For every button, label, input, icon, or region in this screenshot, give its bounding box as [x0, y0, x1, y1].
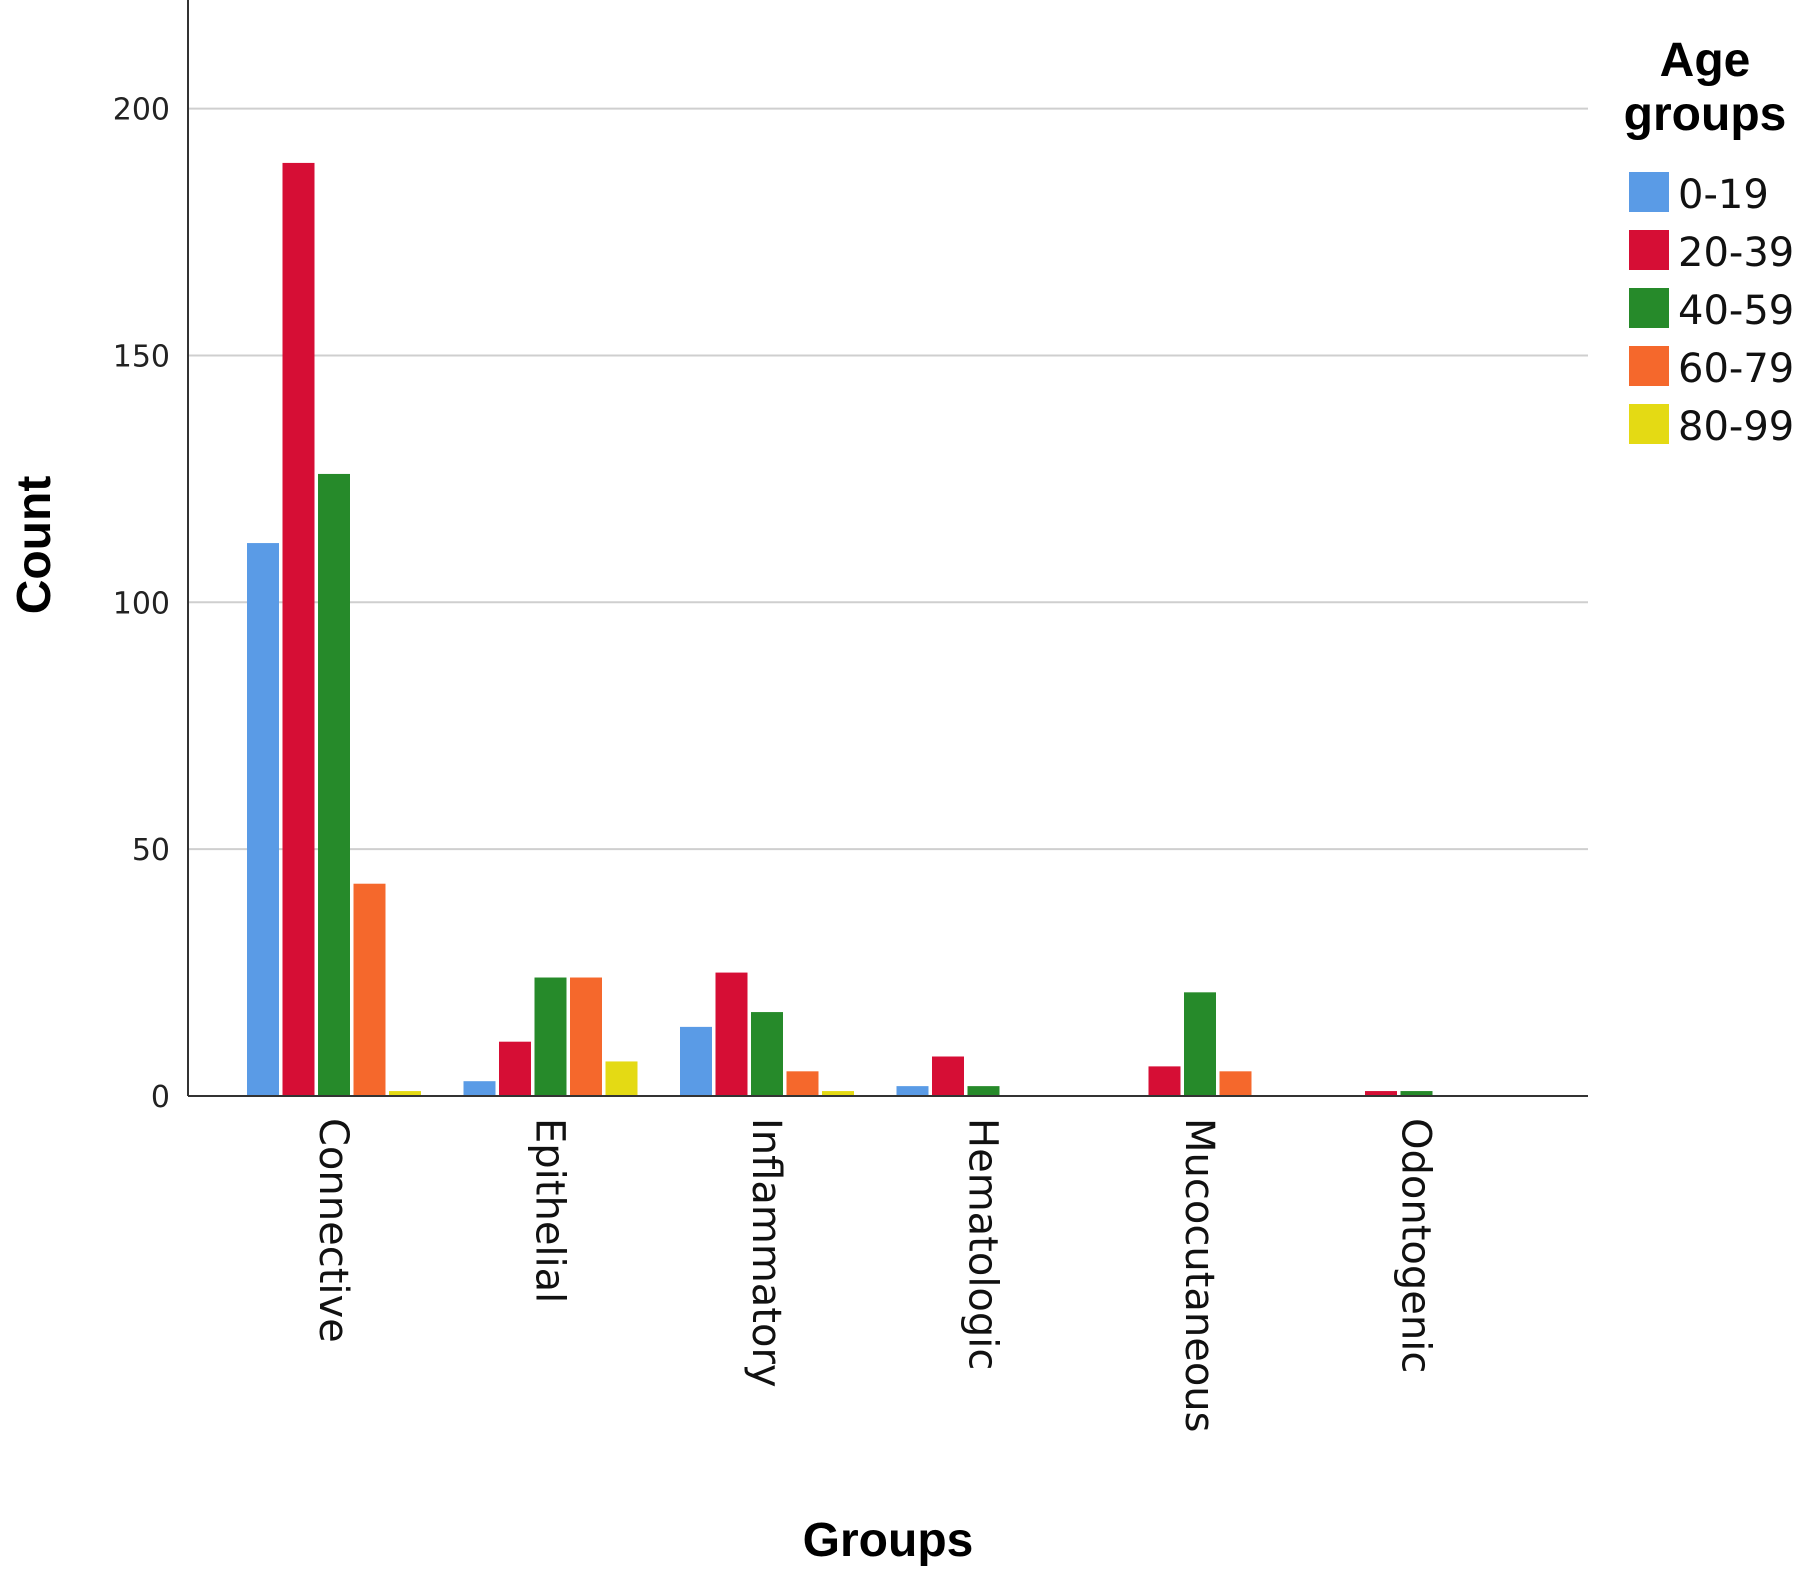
y-tick-label: 50 — [132, 833, 170, 868]
bar-epithelial-40-59 — [534, 977, 567, 1096]
legend-title-line-1: Age — [1660, 34, 1751, 87]
bar-inflammatory-60-79 — [786, 1071, 819, 1096]
x-category-label: Mucocutaneous — [1176, 1118, 1222, 1433]
bar-hematologic-40-59 — [967, 1086, 1000, 1096]
legend-title-line-2: groups — [1624, 88, 1787, 141]
bar-hematologic-20-39 — [932, 1056, 964, 1096]
legend-swatch-0-19 — [1629, 172, 1669, 212]
legend-swatch-20-39 — [1629, 230, 1669, 270]
legend-label: 20-39 — [1678, 230, 1794, 276]
x-category-label: Hematologic — [960, 1118, 1006, 1370]
bar-connective-0-19 — [247, 543, 279, 1096]
bar-epithelial-0-19 — [463, 1081, 496, 1096]
x-category-labels: Connective Epithelial Inflammatory Hematolo… — [310, 1118, 1439, 1433]
y-axis-title: Count — [8, 476, 61, 615]
x-category-label: Inflammatory — [743, 1118, 789, 1388]
legend-label: 0-19 — [1678, 172, 1769, 218]
axes — [187, 0, 1588, 1097]
bar-epithelial-60-79 — [570, 977, 602, 1096]
y-tick-label: 150 — [113, 339, 170, 374]
x-category-label: Epithelial — [527, 1118, 573, 1303]
bar-mucocutaneous-40-59 — [1184, 992, 1216, 1096]
bar-connective-80-99 — [389, 1091, 421, 1096]
gridlines — [188, 107, 1588, 851]
bar-inflammatory-20-39 — [715, 972, 748, 1096]
bar-mucocutaneous-60-79 — [1219, 1071, 1252, 1096]
y-tick-label: 0 — [151, 1080, 170, 1115]
bar-epithelial-20-39 — [499, 1041, 531, 1096]
legend: Age groups 0-19 20-39 40-59 60-79 80-99 — [1624, 34, 1795, 450]
legend-label: 40-59 — [1678, 288, 1794, 334]
bar-odontogenic-20-39 — [1365, 1091, 1397, 1096]
bar-connective-20-39 — [282, 162, 315, 1096]
bar-inflammatory-40-59 — [751, 1012, 783, 1096]
y-tick-label: 200 — [113, 93, 170, 128]
x-category-label: Connective — [310, 1118, 356, 1343]
y-tick-label: 100 — [113, 586, 170, 621]
legend-label: 60-79 — [1678, 346, 1794, 392]
bar-inflammatory-0-19 — [680, 1026, 712, 1096]
x-category-label: Odontogenic — [1393, 1118, 1439, 1373]
x-axis-title: Groups — [803, 1514, 974, 1567]
bar-connective-40-59 — [318, 473, 350, 1097]
legend-swatch-40-59 — [1629, 288, 1669, 328]
legend-label: 80-99 — [1678, 404, 1794, 450]
bar-connective-60-79 — [353, 883, 386, 1096]
bar-mucocutaneous-20-39 — [1148, 1066, 1181, 1096]
y-tick-labels: 0 50 100 150 200 — [113, 93, 170, 1115]
bar-hematologic-0-19 — [896, 1086, 929, 1096]
bar-odontogenic-40-59 — [1400, 1091, 1433, 1096]
bars — [247, 162, 1433, 1097]
legend-swatch-60-79 — [1629, 346, 1669, 386]
bar-epithelial-80-99 — [605, 1061, 638, 1096]
legend-swatch-80-99 — [1629, 404, 1669, 444]
bar-inflammatory-80-99 — [822, 1091, 854, 1096]
